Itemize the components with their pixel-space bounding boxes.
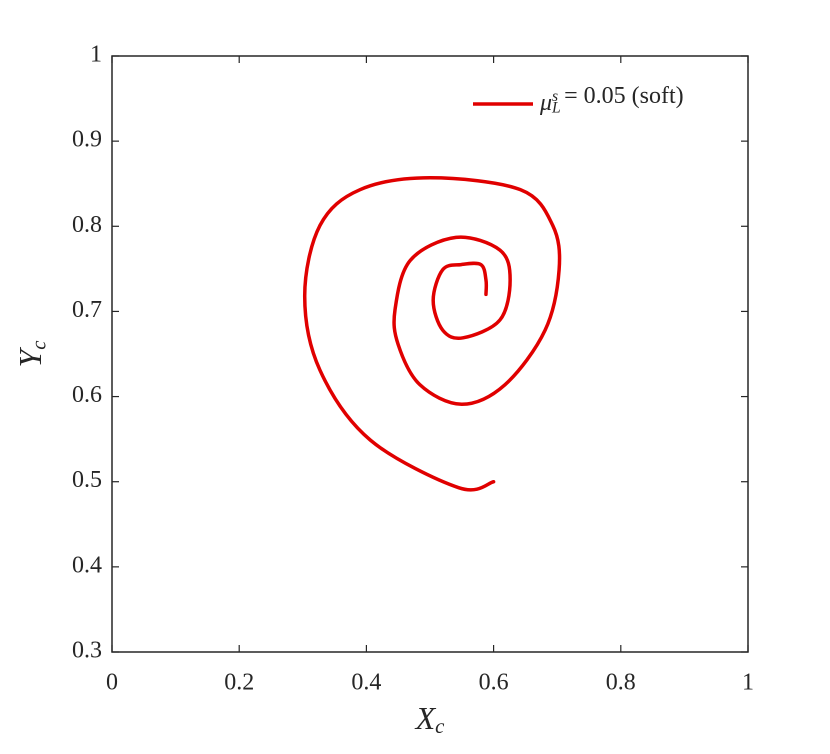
y-tick-label: 0.8: [72, 212, 102, 238]
x-tick-label: 0.6: [479, 670, 509, 696]
plot-frame: [111, 55, 749, 653]
y-tick-label: 0.7: [72, 297, 102, 323]
y-tick-label: 0.5: [72, 467, 102, 493]
legend-label: μLs = 0.05 (soft): [539, 82, 684, 116]
y-tick-label: 1: [90, 42, 102, 68]
x-tick-label: 1: [742, 670, 754, 696]
x-tick-label: 0: [106, 670, 118, 696]
x-tick-label: 0.8: [606, 670, 636, 696]
y-tick-label: 0.3: [72, 638, 102, 664]
y-tick-label: 0.4: [72, 552, 102, 578]
y-tick-label: 0.9: [72, 127, 102, 153]
x-tick-label: 0.2: [224, 670, 254, 696]
line: [302, 176, 562, 492]
y-axis-label: Yc: [12, 340, 50, 367]
x-axis-label: Xc: [414, 700, 445, 738]
y-tick-label: 0.6: [72, 382, 102, 408]
x-tick-label: 0.4: [351, 670, 381, 696]
